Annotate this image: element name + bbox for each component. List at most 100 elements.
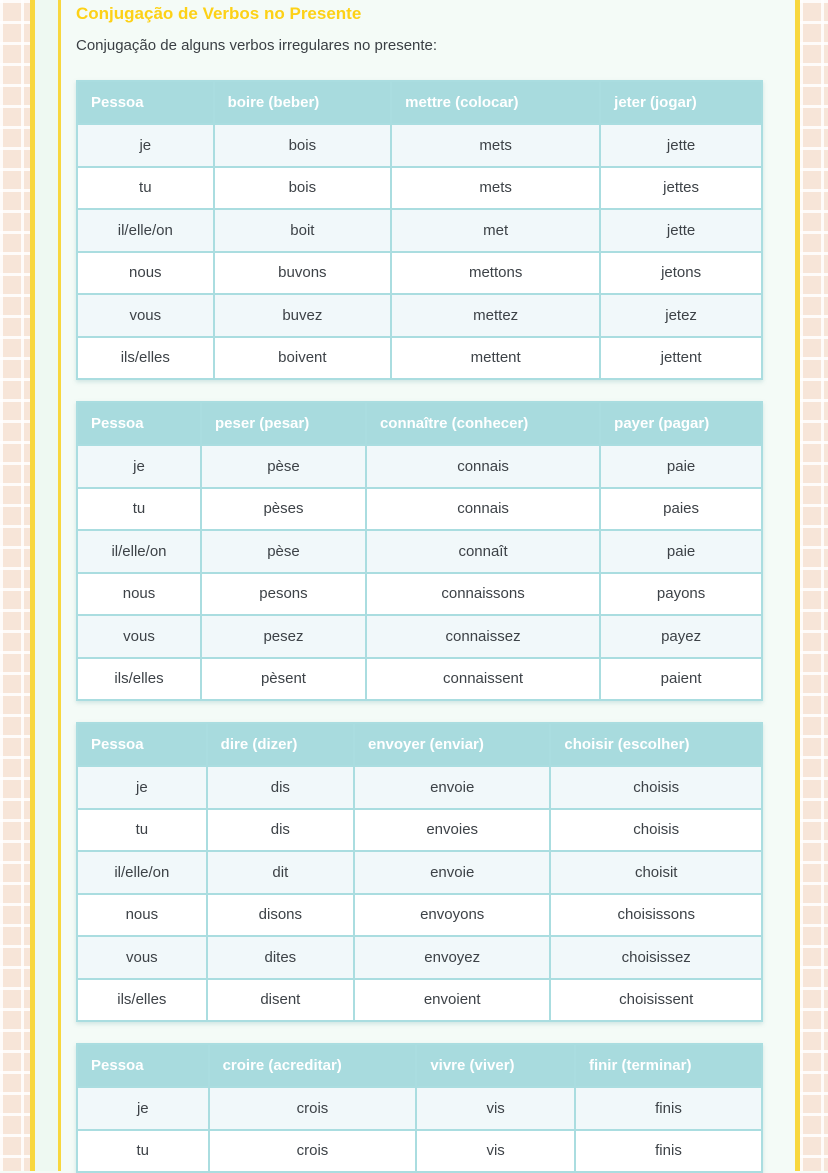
conjugation-cell: connaît xyxy=(364,529,602,574)
table-header-cell: envoyer (enviar) xyxy=(352,722,552,768)
conjugation-cell: jettes xyxy=(599,165,763,211)
conjugation-cell: finis xyxy=(573,1128,764,1173)
conjugation-cell: jettent xyxy=(599,335,763,381)
conjugation-cell: connaissons xyxy=(364,571,602,617)
conjugation-cell: connaissent xyxy=(364,656,602,702)
table-header-cell: Pessoa xyxy=(76,80,215,126)
table-header-row: Pessoa peser (pesar) connaître (conhecer) p… xyxy=(76,401,763,447)
conjugation-table: Pessoa croire (acreditar) vivre (viver) fin… xyxy=(76,1043,764,1173)
table-row: ils/elles disent envoient choisissent xyxy=(76,977,763,1023)
person-cell: tu xyxy=(76,486,202,532)
person-cell: ils/elles xyxy=(76,335,215,381)
conjugation-cell: met xyxy=(390,208,602,253)
conjugation-table: Pessoa dire (dizer) envoyer (enviar) choisi… xyxy=(76,722,763,1023)
table-row: tu pèses connais paies xyxy=(76,486,763,532)
table-header-cell: croire (acreditar) xyxy=(207,1043,418,1089)
person-cell: vous xyxy=(76,614,202,659)
table-header-row: Pessoa boire (beber) mettre (colocar) jeter… xyxy=(76,80,763,126)
table-row: je dis envoie choisis xyxy=(76,765,763,810)
conjugation-cell: choisissent xyxy=(549,977,763,1023)
conjugation-cell: vis xyxy=(415,1128,576,1173)
conjugation-cell: paient xyxy=(599,656,763,702)
conjugation-cell: choisissons xyxy=(549,892,763,938)
table-header-cell: jeter (jogar) xyxy=(599,80,763,126)
conjugation-cell: paie xyxy=(599,444,763,489)
conjugation-cell: choisit xyxy=(549,850,763,895)
table-row: ils/elles pèsent connaissent paient xyxy=(76,656,763,702)
conjugation-cell: connaissez xyxy=(364,614,602,659)
conjugation-cell: finis xyxy=(573,1086,764,1131)
person-cell: tu xyxy=(76,1128,210,1173)
margin-rule-right xyxy=(795,0,800,1171)
person-cell: vous xyxy=(76,935,208,980)
table-header-cell: vivre (viver) xyxy=(415,1043,576,1089)
conjugation-cell: mettent xyxy=(390,335,602,381)
person-cell: tu xyxy=(76,807,208,853)
conjugation-cell: crois xyxy=(207,1086,418,1131)
conjugation-cell: envoie xyxy=(352,765,552,810)
table-row: ils/elles boivent mettent jettent xyxy=(76,335,763,381)
person-cell: il/elle/on xyxy=(76,529,202,574)
conjugation-cell: disent xyxy=(205,977,355,1023)
table-row: nous disons envoyons choisissons xyxy=(76,892,763,938)
table-row: je crois vis finis xyxy=(76,1086,764,1131)
conjugation-cell: payez xyxy=(599,614,763,659)
conjugation-cell: connais xyxy=(364,486,602,532)
conjugation-cell: bois xyxy=(212,123,393,168)
table-row: vous dites envoyez choisissez xyxy=(76,935,763,980)
conjugation-cell: envoie xyxy=(352,850,552,895)
conjugation-table-wrapper: Pessoa dire (dizer) envoyer (enviar) choisi… xyxy=(76,722,763,1023)
table-row: vous buvez mettez jetez xyxy=(76,293,763,338)
conjugation-cell: disons xyxy=(205,892,355,938)
conjugation-cell: jetez xyxy=(599,293,763,338)
table-header-cell: Pessoa xyxy=(76,401,202,447)
conjugation-cell: choisis xyxy=(549,765,763,810)
conjugation-cell: paie xyxy=(599,529,763,574)
table-header-cell: peser (pesar) xyxy=(200,401,367,447)
conjugation-cell: crois xyxy=(207,1128,418,1173)
table-header-row: Pessoa croire (acreditar) vivre (viver) fin… xyxy=(76,1043,764,1089)
table-header-cell: payer (pagar) xyxy=(599,401,763,447)
table-row: vous pesez connaissez payez xyxy=(76,614,763,659)
conjugation-table-wrapper: Pessoa boire (beber) mettre (colocar) jeter… xyxy=(76,80,763,381)
conjugation-cell: dis xyxy=(205,807,355,853)
conjugation-cell: jetons xyxy=(599,250,763,296)
document-content: Conjugação de Verbos no Presente Conjuga… xyxy=(61,0,795,1173)
conjugation-cell: boit xyxy=(212,208,393,253)
conjugation-table: Pessoa peser (pesar) connaître (conhecer) p… xyxy=(76,401,763,702)
table-header-cell: Pessoa xyxy=(76,1043,210,1089)
conjugation-table-wrapper: Pessoa croire (acreditar) vivre (viver) fin… xyxy=(76,1043,764,1173)
person-cell: tu xyxy=(76,165,215,211)
conjugation-cell: envoyez xyxy=(352,935,552,980)
person-cell: nous xyxy=(76,892,208,938)
notebook-edge-pattern-right xyxy=(800,0,828,1171)
conjugation-cell: envoyons xyxy=(352,892,552,938)
conjugation-cell: mets xyxy=(390,165,602,211)
margin-rule-left-inner xyxy=(58,0,61,1171)
table-row: il/elle/on boit met jette xyxy=(76,208,763,253)
conjugation-cell: vis xyxy=(415,1086,576,1131)
conjugation-cell: dis xyxy=(205,765,355,810)
person-cell: je xyxy=(76,1086,210,1131)
person-cell: ils/elles xyxy=(76,656,202,702)
conjugation-cell: pèses xyxy=(200,486,367,532)
conjugation-cell: jette xyxy=(599,208,763,253)
person-cell: vous xyxy=(76,293,215,338)
conjugation-cell: envoies xyxy=(352,807,552,853)
table-header-cell: dire (dizer) xyxy=(205,722,355,768)
conjugation-cell: pèse xyxy=(200,529,367,574)
person-cell: je xyxy=(76,765,208,810)
person-cell: ils/elles xyxy=(76,977,208,1023)
conjugation-cell: pesez xyxy=(200,614,367,659)
table-row: tu bois mets jettes xyxy=(76,165,763,211)
notebook-edge-pattern-left xyxy=(0,0,30,1171)
person-cell: je xyxy=(76,444,202,489)
conjugation-cell: dites xyxy=(205,935,355,980)
table-row: nous pesons connaissons payons xyxy=(76,571,763,617)
conjugation-tables: Pessoa boire (beber) mettre (colocar) jeter… xyxy=(76,80,795,1173)
margin-rule-left-outer xyxy=(30,0,35,1171)
margin-gutter-left xyxy=(35,0,58,1171)
person-cell: je xyxy=(76,123,215,168)
table-row: tu dis envoies choisis xyxy=(76,807,763,853)
